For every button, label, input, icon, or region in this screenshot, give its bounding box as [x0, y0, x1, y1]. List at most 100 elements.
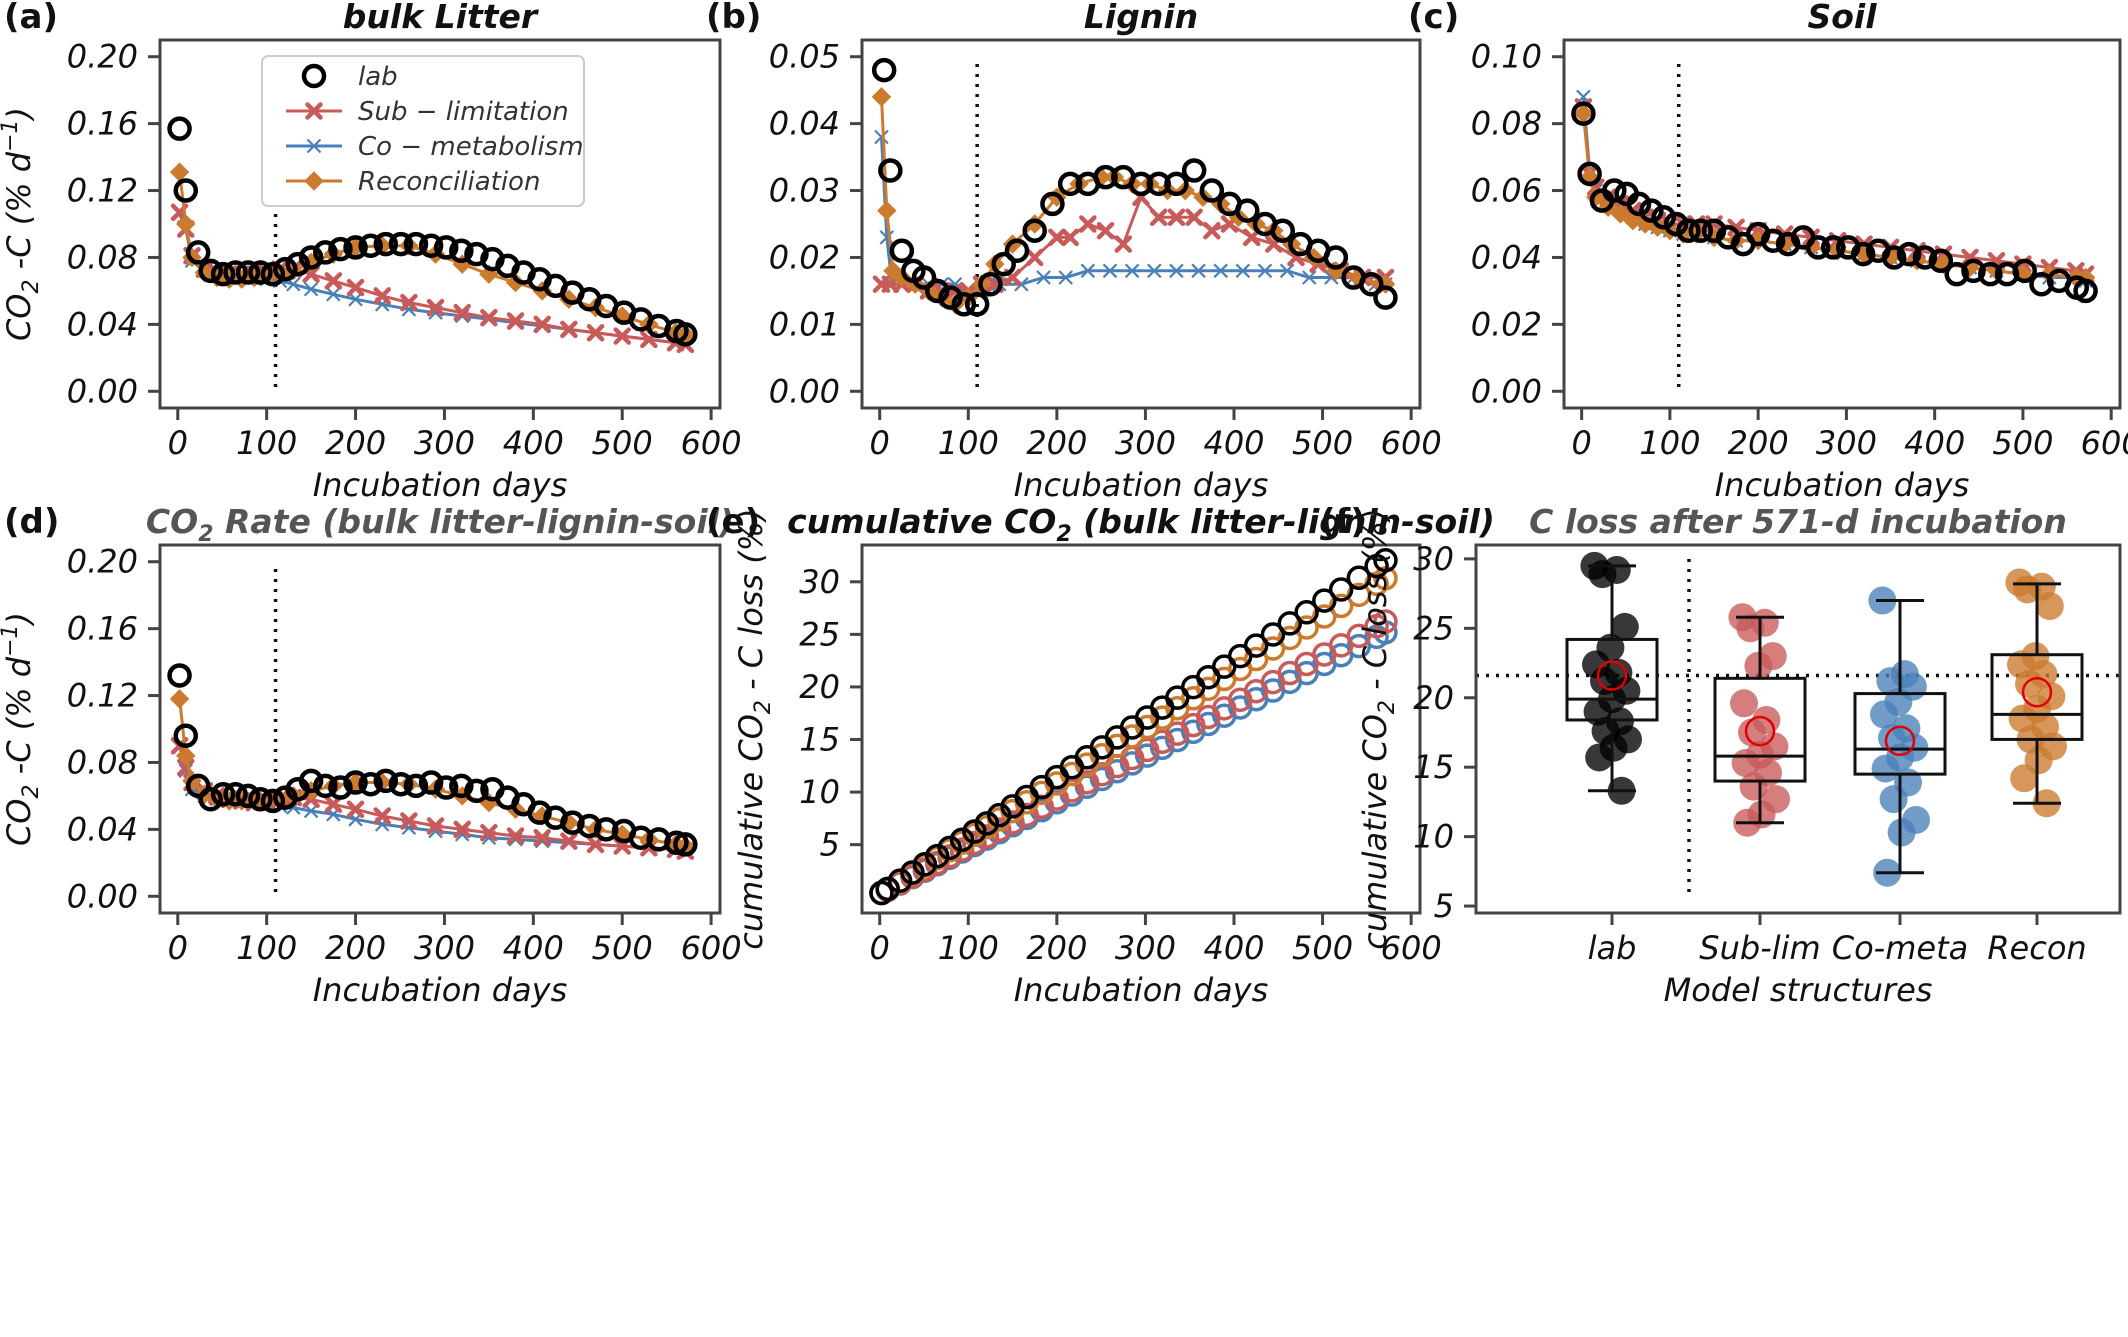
- data-point-sub: [1730, 689, 1758, 718]
- data-point-sub: [613, 327, 631, 345]
- y-axis-label-part: -C (% d: [0, 151, 38, 279]
- x-tick-label: 400: [1203, 929, 1264, 967]
- y-axis-label-part: 2: [1375, 700, 1400, 714]
- data-point-lab: [210, 781, 236, 807]
- data-point-sub: [400, 812, 418, 830]
- data-point-lab: [1663, 211, 1689, 237]
- panel-title-part: bulk Litter: [343, 0, 539, 36]
- y-tick-label: 15: [799, 721, 840, 759]
- data-point-sub: [533, 315, 551, 334]
- data-point-lab: [285, 251, 311, 277]
- data-point-lab: [1323, 245, 1349, 270]
- data-point-lab: [1820, 235, 1846, 260]
- data-point-sub: [426, 817, 445, 835]
- data-point-recon: [1260, 636, 1286, 661]
- data-point-lab: [328, 236, 353, 262]
- x-tick-label: 100: [236, 929, 297, 967]
- y-axis-label-part: CO: [0, 294, 38, 342]
- data-point-lab: [1602, 178, 1627, 203]
- data-point-lab: [673, 322, 698, 347]
- data-point-lab: [403, 773, 429, 799]
- panel-d: (d) CO2 Rate (bulk litter-lignin-soil)0.0…: [0, 502, 742, 1009]
- panel-e: (e) cumulative CO2 (bulk litter-lignin-so…: [706, 502, 1495, 1009]
- plot-frame: [1562, 38, 2122, 410]
- data-point-sub: [1096, 221, 1115, 240]
- panel-title-part: Lignin: [1084, 0, 1198, 36]
- y-axis-label-part: - C loss (%): [1356, 508, 1394, 700]
- y-axis-label-part: CO: [0, 799, 38, 847]
- box-recon: [1990, 568, 2084, 818]
- x-tick-label: 0: [168, 929, 188, 967]
- x-tick-label: 100: [1639, 424, 1700, 462]
- data-point-lab: [185, 773, 211, 799]
- legend-marker-sub: [305, 102, 323, 120]
- data-point-lab: [974, 811, 1000, 836]
- data-point-lab: [887, 868, 913, 893]
- y-tick-label: 25: [799, 615, 840, 653]
- data-point-lab: [1346, 565, 1372, 591]
- data-point-lab: [2012, 258, 2037, 284]
- data-point-lab: [577, 813, 602, 839]
- data-point-sub: [453, 303, 471, 322]
- box-iqr: [1565, 637, 1659, 722]
- data-point-sub: [1149, 208, 1168, 227]
- data-point-lab: [1626, 191, 1652, 217]
- data-point-lab: [1912, 245, 1938, 270]
- data-point-lab: [418, 770, 444, 795]
- data-point-sub: [1744, 651, 1773, 680]
- legend-marker-recon: [304, 171, 324, 191]
- y-axis-label-part: 2: [19, 785, 44, 799]
- data-point-sub: [586, 323, 605, 342]
- y-axis-label: CO2 -C (% d−1): [0, 107, 44, 341]
- data-point-co: [874, 129, 889, 145]
- data-point-lab: [248, 260, 273, 285]
- data-point-lab: [1164, 171, 1189, 197]
- y-tick-label: 15: [1413, 748, 1454, 786]
- x-tick-label: 200: [1728, 424, 1789, 462]
- panel-title: CO2 Rate (bulk litter-lignin-soil): [146, 502, 734, 547]
- y-axis-label: CO2 -C (% d−1): [0, 612, 44, 846]
- x-axis-label: Incubation days: [1014, 971, 1269, 1009]
- y-axis-label-part: - C loss (%): [732, 508, 770, 700]
- panel-label: (f): [1320, 502, 1366, 542]
- plot-frame: [860, 38, 1422, 410]
- panel-f: (f) C loss after 571-d incubation 5 10 15 20 2…: [1320, 502, 2122, 1009]
- x-tick-label: 100: [236, 424, 297, 462]
- data-point-co: [1257, 263, 1273, 279]
- data-point-lab: [673, 832, 698, 857]
- data-point-lab: [978, 271, 1003, 297]
- data-point-lab: [1328, 577, 1354, 602]
- y-tick-label: 0.12: [67, 677, 138, 715]
- panel-label: (b): [706, 0, 761, 37]
- data-point-co: [1191, 263, 1206, 279]
- y-tick-label: 20: [1413, 679, 1454, 717]
- data-point-lab: [373, 768, 399, 794]
- y-tick-label: 0.01: [769, 305, 840, 343]
- panel-label: (c): [1408, 0, 1459, 37]
- y-axis-label-part: 2: [751, 700, 776, 714]
- panel-title: cumulative CO2 (bulk litter-lignin-soil): [787, 502, 1495, 547]
- x-axis-label: Incubation days: [313, 971, 568, 1009]
- x-tick-label: 400: [503, 424, 564, 462]
- data-point-lab: [1373, 285, 1398, 310]
- y-axis-label: cumulative CO2 - C loss (%): [1356, 508, 1400, 949]
- data-point-lab: [1270, 218, 1295, 243]
- legend-marker-co: [306, 138, 322, 154]
- data-point-lab: [962, 819, 987, 844]
- y-tick-label: 0.10: [1471, 38, 1542, 76]
- data-point-lab: [464, 778, 489, 804]
- data-point-sub: [480, 823, 498, 842]
- x-tick-label: 300: [414, 929, 475, 967]
- data-point-lab: [449, 238, 474, 264]
- data-point-lab: [938, 285, 963, 310]
- y-axis-label-part: ): [0, 107, 38, 121]
- panel-c: (c) Soil 0.00 0.02 0.04 0.06 0.08 0.10 0 100 200 30…: [1408, 0, 2128, 504]
- x-tick-label: Sub-lim: [1699, 929, 1820, 967]
- panel-label: (e): [706, 502, 760, 542]
- data-point-lab: [1235, 198, 1260, 223]
- data-point-lab: [1128, 171, 1154, 197]
- y-axis-label-part: ): [0, 612, 38, 626]
- data-point-sub: [560, 832, 578, 850]
- panel-title-part: Rate (bulk litter-lignin-soil): [214, 502, 735, 541]
- data-point-recon: [1312, 604, 1337, 629]
